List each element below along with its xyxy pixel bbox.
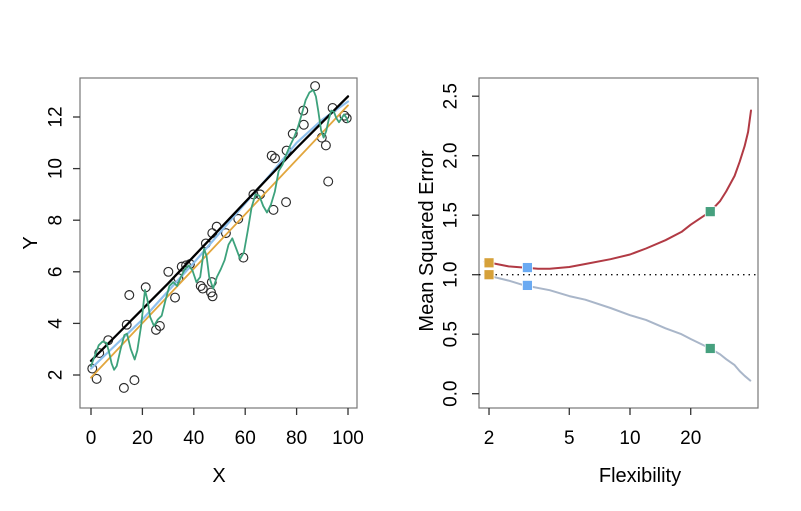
y-tick-label: 12 (46, 106, 67, 127)
scatter-point (195, 281, 206, 291)
y-tick-label: 1.0 (441, 261, 462, 287)
smoothing-spline-fit (89, 100, 350, 370)
scatter-point (124, 290, 135, 300)
true-function (89, 95, 350, 362)
x-tick-label: 10 (619, 428, 640, 449)
scatter-point (163, 266, 174, 277)
y-tick-label: 10 (46, 158, 67, 179)
scatter-point (339, 110, 350, 121)
y-tick-label: 2 (46, 370, 67, 381)
scatter-point (94, 348, 105, 359)
y-axis-label: Mean Squared Error (416, 150, 438, 332)
linear-regression-fit (90, 104, 349, 379)
scatter-point (91, 373, 102, 384)
smoothing-spline-mse-markers (522, 280, 533, 291)
x-tick-label: 2 (484, 428, 495, 449)
x-tick-label: 0 (86, 428, 97, 449)
scatter-point (310, 81, 321, 92)
left-panel-scatter-fits-chart: 0 20 40 60 80 100 2 4 6 8 10 12 X Y (20, 77, 364, 487)
y-tick-label: 0.0 (441, 380, 462, 406)
x-tick-label: 40 (183, 428, 204, 449)
scatter-point (197, 283, 208, 294)
smoothing-spline-mse-markers (522, 262, 533, 273)
y-axis-label: Y (20, 236, 42, 249)
scatter-point (170, 292, 181, 303)
scatter-point (121, 319, 132, 330)
x-tick-label: 20 (680, 428, 701, 449)
y-tick-label: 6 (46, 267, 67, 278)
scatter-point (320, 140, 331, 151)
scatter-point (118, 382, 129, 393)
x-tick-label: 80 (286, 428, 307, 449)
scatter-point (266, 150, 277, 161)
x-tick-label: 60 (235, 428, 256, 449)
x-tick-label: 20 (132, 428, 153, 449)
y-tick-label: 2.5 (441, 83, 462, 109)
y-tick-label: 8 (46, 215, 67, 226)
scatter-point (207, 291, 218, 302)
x-axis-label: Flexibility (599, 465, 681, 487)
scatter-point (129, 375, 140, 386)
y-tick-label: 2.0 (441, 142, 462, 168)
x-tick-label: 5 (564, 428, 575, 449)
scatter-point (233, 213, 244, 224)
rough-smoothing-spline-fit (90, 89, 349, 371)
linear-model-mse-markers (483, 269, 495, 281)
rough-spline-mse-markers (704, 343, 716, 354)
x-axis-label: X (212, 465, 225, 487)
scatter-point (154, 321, 165, 331)
test-mse-curve (483, 109, 752, 270)
scatter-point (220, 228, 231, 239)
scatter-point (270, 153, 280, 164)
y-tick-label: 1.5 (441, 202, 462, 228)
linear-model-mse-markers (483, 257, 495, 269)
y-tick-label: 4 (46, 318, 67, 329)
scatter-point (298, 119, 309, 130)
plot-box (478, 77, 759, 409)
x-tick-label: 100 (332, 428, 364, 449)
scatter-point (281, 197, 292, 208)
plot-box (79, 77, 358, 409)
scatter-point (323, 176, 334, 187)
rough-spline-mse-markers (704, 206, 716, 218)
training-mse-curve (483, 273, 752, 382)
y-tick-label: 0.5 (441, 321, 462, 347)
right-panel-mse-flexibility-chart: 2 5 10 20 0.0 0.5 1.0 1.5 2.0 2.5 Flexibility Mean … (416, 77, 759, 487)
